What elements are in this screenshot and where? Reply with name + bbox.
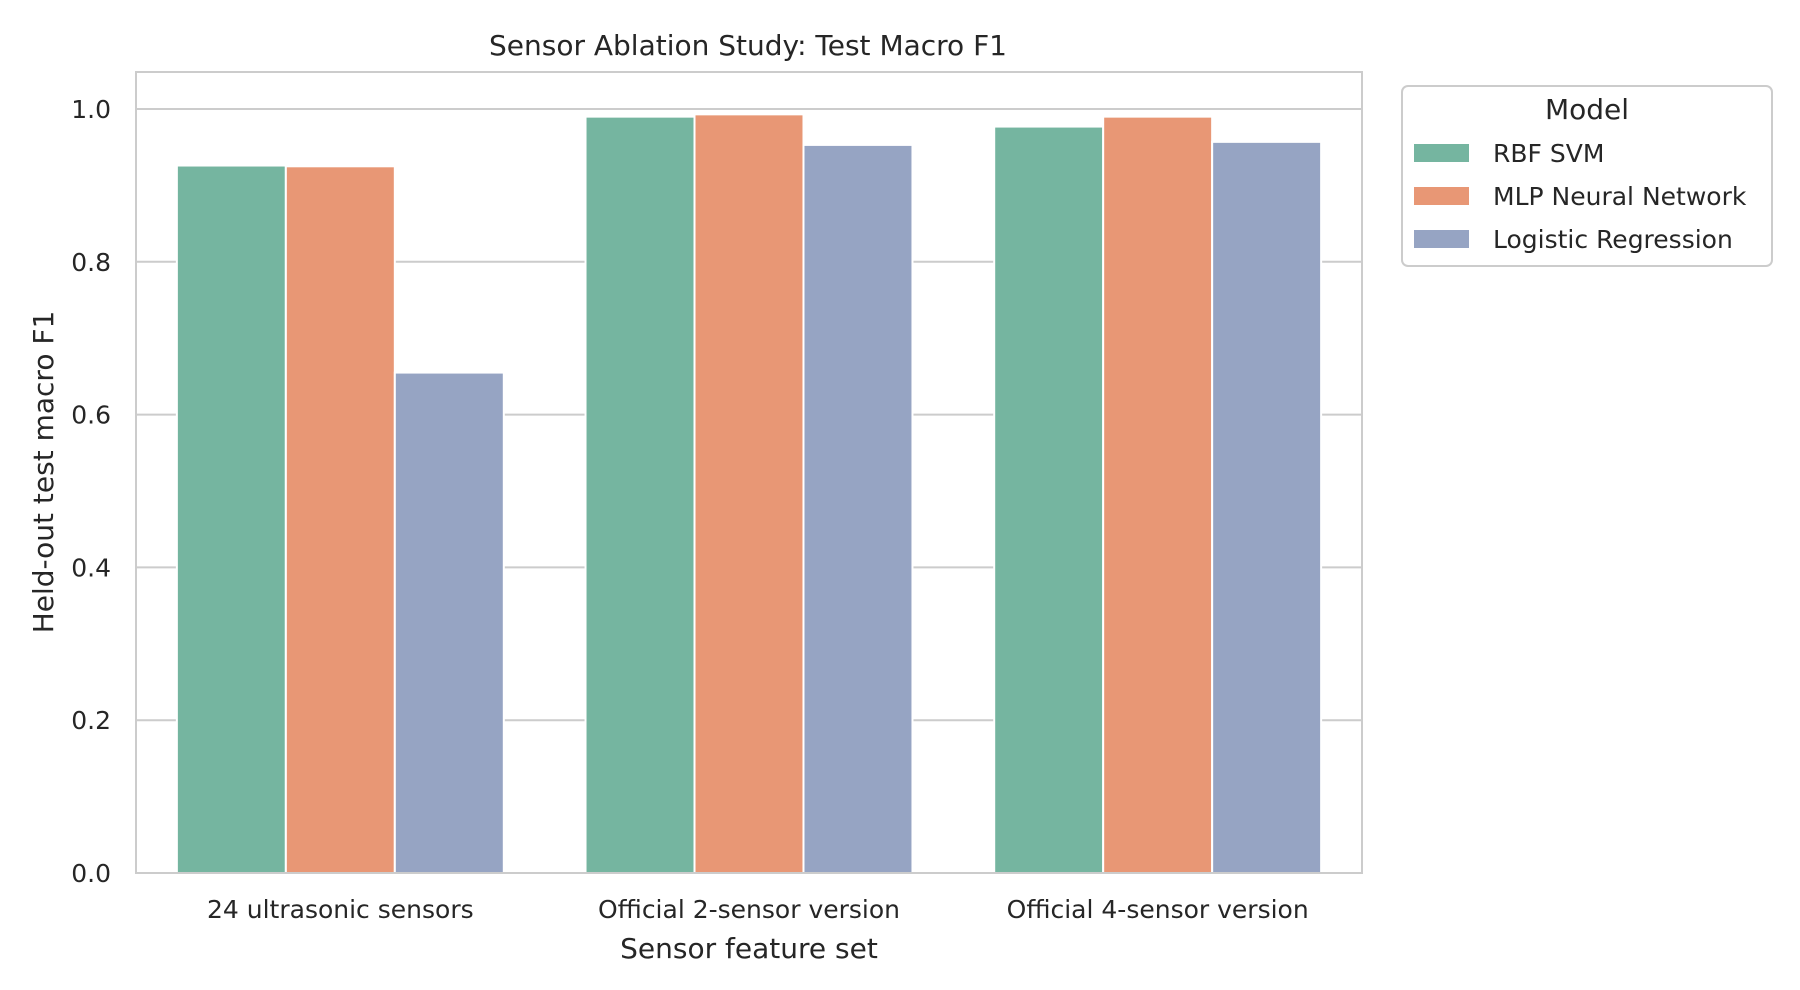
bar [802, 143, 914, 874]
y-tick-label: 0.0 [71, 859, 111, 888]
legend-label: MLP Neural Network [1493, 182, 1747, 211]
y-tick-label: 0.6 [71, 401, 111, 430]
legend: Model RBF SVM MLP Neural Network Logistic … [1401, 85, 1773, 267]
chart-title: Sensor Ablation Study: Test Macro F1 [489, 29, 1007, 62]
legend-items: RBF SVM MLP Neural Network Logistic Regres… [1414, 139, 1747, 254]
x-tick-label: Official 2-sensor version [598, 895, 900, 924]
legend-label: Logistic Regression [1493, 225, 1733, 254]
y-tick-label: 0.8 [71, 248, 111, 277]
x-tick-label: 24 ultrasonic sensors [207, 895, 474, 924]
plot-frame [135, 71, 1363, 874]
bar [1211, 140, 1323, 875]
legend-swatch [1414, 187, 1469, 205]
bar [393, 371, 505, 874]
y-tick-label: 0.4 [71, 553, 111, 582]
y-axis-ticks: 0.0 0.2 0.4 0.6 0.8 1.0 [71, 95, 111, 888]
y-tick-label: 1.0 [71, 95, 111, 124]
legend-swatch [1414, 144, 1469, 162]
legend-label: RBF SVM [1493, 139, 1604, 168]
bar [1102, 115, 1214, 874]
bar [993, 125, 1105, 874]
x-tick-label: Official 4-sensor version [1007, 895, 1309, 924]
y-tick-label: 0.2 [71, 706, 111, 735]
bar [284, 165, 396, 875]
bars [175, 113, 1323, 875]
bar [693, 113, 805, 874]
bar [175, 164, 287, 874]
x-axis-ticks: 24 ultrasonic sensors Official 2-sensor v… [207, 895, 1309, 924]
legend-swatch [1414, 230, 1469, 248]
x-axis-title: Sensor feature set [620, 932, 878, 965]
legend-box [1401, 85, 1773, 267]
legend-title: Model [1545, 93, 1629, 126]
y-axis-title: Held-out test macro F1 [27, 311, 60, 634]
bar [584, 115, 696, 874]
